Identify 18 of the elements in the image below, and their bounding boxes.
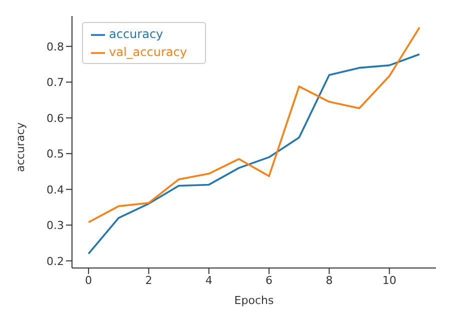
x-tick-label: 4	[205, 274, 212, 287]
y-axis-title: accuracy	[14, 122, 27, 172]
y-tick-label: 0.2	[46, 254, 64, 268]
x-tick-label: 10	[382, 274, 396, 287]
y-tick-label: 0.7	[46, 76, 64, 90]
x-tick-label: 2	[145, 274, 152, 287]
y-tick-label: 0.8	[46, 40, 64, 54]
legend-label: accuracy	[109, 27, 164, 41]
x-tick-label: 0	[85, 274, 92, 287]
x-axis-title: Epochs	[234, 294, 274, 307]
x-tick-label: 8	[326, 274, 333, 287]
y-tick-label: 0.6	[46, 112, 64, 125]
line-series	[88, 26, 420, 224]
x-tick-label: 6	[266, 274, 273, 287]
legend-label: val_accuracy	[109, 45, 187, 59]
y-tick-label: 0.4	[46, 183, 64, 196]
y-tick-label: 0.3	[46, 219, 64, 232]
y-tick-label: 0.5	[46, 148, 64, 161]
